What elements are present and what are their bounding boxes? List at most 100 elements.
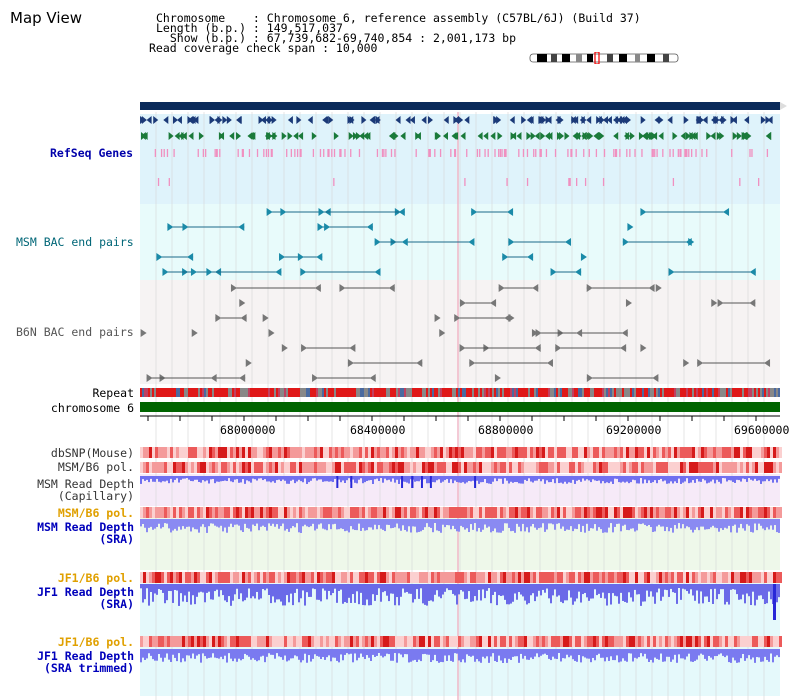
track-label-msm-b6-pol-1[interactable]: MSM/B6 pol. (57, 460, 134, 474)
repeat-segment (456, 388, 458, 397)
jf1-sra-depth (398, 584, 400, 606)
jf1-trimmed-depth (524, 649, 526, 656)
jf1-pol-heat (500, 572, 503, 583)
msm-sra-depth (412, 519, 414, 527)
msm-capillary-depth (568, 476, 570, 483)
dbsnp-heat (653, 447, 656, 458)
track-label-msm-depth-sra[interactable]: MSM Read Depth (37, 520, 134, 534)
jf1-trimmed-depth (258, 649, 260, 661)
msm-capillary-depth (560, 476, 562, 483)
msm-capillary-depth (448, 476, 450, 483)
repeat-segment (718, 388, 720, 397)
jf1-trimmed-depth (268, 649, 270, 654)
msm-pol2-heat (458, 507, 461, 518)
jf1-pol2-heat (761, 636, 764, 647)
refseq-tick (394, 149, 396, 157)
dbsnp-heat (164, 447, 167, 458)
repeat-segment (312, 388, 314, 397)
jf1-sra-depth (588, 584, 590, 601)
dbsnp-heat (599, 447, 602, 458)
msm-pol-heat (779, 462, 782, 473)
jf1-sra-depth (400, 584, 402, 597)
jf1-sra-depth (570, 584, 572, 598)
jf1-pol-heat (578, 572, 581, 583)
track-label-repeat[interactable]: Repeat (92, 386, 134, 400)
msm-sra-depth (340, 519, 342, 529)
track-label-refseq[interactable]: RefSeq Genes (50, 146, 134, 160)
msm-pol2-heat (176, 507, 179, 518)
repeat-segment (346, 388, 348, 397)
track-label-jf1-b6-pol-1[interactable]: JF1/B6 pol. (57, 571, 134, 585)
repeat-segment (506, 388, 508, 397)
jf1-trimmed-depth (614, 649, 616, 661)
track-label-jf1-depth-sra[interactable]: JF1 Read Depth (37, 585, 134, 599)
jf1-trimmed-depth (230, 649, 232, 659)
jf1-pol-heat (518, 572, 521, 583)
track-label-jf1-b6-pol-2[interactable]: JF1/B6 pol. (57, 635, 134, 649)
jf1-sra-depth (686, 584, 688, 592)
track-label-msm-depth-capillary[interactable]: MSM Read Depth (37, 477, 134, 491)
track-label-dbsnp[interactable]: dbSNP(Mouse) (50, 446, 134, 460)
track-label-msm-b6-pol-2[interactable]: MSM/B6 pol. (57, 506, 134, 520)
jf1-pol2-heat (344, 636, 347, 647)
msm-pol-heat (344, 462, 347, 473)
msm-pol2-heat (722, 507, 725, 518)
jf1-pol-heat (320, 572, 323, 583)
msm-pol-heat (239, 462, 242, 473)
msm-pol-heat (155, 462, 158, 473)
gene-glyph (293, 132, 299, 140)
track-label-chromosome[interactable]: chromosome 6 (50, 401, 134, 415)
dbsnp-heat (416, 447, 419, 458)
jf1-trimmed-depth (408, 649, 410, 663)
jf1-pol2-heat (416, 636, 419, 647)
msm-sra-depth (424, 519, 426, 528)
msm-pol-heat (614, 462, 617, 473)
gene-glyph (250, 132, 256, 140)
dbsnp-heat (413, 447, 416, 458)
b6n-bac-end (535, 329, 542, 337)
repeat-segment (320, 388, 322, 397)
jf1-pol2-heat (491, 636, 494, 647)
jf1-pol-heat (509, 572, 512, 583)
msm-sra-depth (402, 519, 404, 526)
msm-capillary-depth (666, 476, 668, 484)
jf1-pol-heat (263, 572, 266, 583)
track-label-b6n-bac[interactable]: B6N BAC end pairs (16, 325, 134, 339)
jf1-sra-depth (556, 584, 558, 597)
msm-capillary-depth (346, 476, 348, 481)
jf1-sra-depth (154, 584, 156, 594)
jf1-pol2-heat (170, 636, 173, 647)
repeat-segment (454, 388, 456, 397)
refseq-tick (484, 149, 486, 157)
msm-bac-end (749, 268, 756, 276)
jf1-pol2-heat (548, 636, 551, 647)
jf1-sra-depth (204, 584, 206, 603)
jf1-pol2-heat (320, 636, 323, 647)
repeat-segment (764, 388, 766, 397)
gene-glyph (510, 132, 516, 140)
jf1-sra-depth (466, 584, 468, 599)
msm-capillary-depth (192, 476, 194, 482)
msm-pol-heat (749, 462, 752, 473)
jf1-pol-heat (695, 572, 698, 583)
jf1-trimmed-depth (376, 649, 378, 656)
track-label-jf1-depth-trimmed[interactable]: JF1 Read Depth (37, 649, 134, 663)
track-label-msm-bac[interactable]: MSM BAC end pairs (16, 235, 134, 249)
repeat-segment (266, 388, 268, 397)
msm-sra-depth (730, 519, 732, 533)
msm-sra-depth (634, 519, 636, 532)
refseq-tick (602, 178, 605, 186)
refseq-tick (168, 178, 170, 186)
jf1-pol2-heat (770, 636, 773, 647)
jf1-trimmed-depth (370, 649, 372, 661)
chromosome-ideogram[interactable] (529, 52, 681, 64)
dbsnp-heat (515, 447, 518, 458)
msm-capillary-depth (454, 476, 456, 481)
repeat-segment (652, 388, 654, 397)
dbsnp-heat (482, 447, 485, 458)
jf1-trimmed-depth (500, 649, 502, 661)
b6n-bac-end (490, 299, 497, 307)
dbsnp-heat (338, 447, 341, 458)
jf1-trimmed-depth (560, 649, 562, 662)
